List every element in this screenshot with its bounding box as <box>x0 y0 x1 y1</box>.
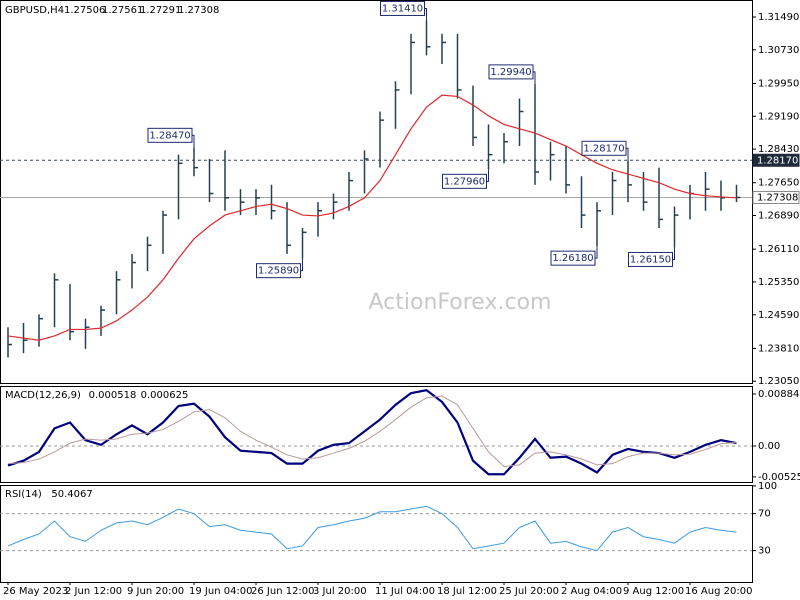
annotation-label: 1.26150 <box>630 254 671 265</box>
y-tick-label: 0.00 <box>758 441 780 452</box>
annotation-label: 1.28470 <box>149 130 190 141</box>
x-tick-label: 16 Aug 20:00 <box>685 586 752 597</box>
y-tick-label: 1.26110 <box>758 244 799 255</box>
ohlc-value: 1.27506 <box>64 5 105 16</box>
x-tick-label: 25 Jul 20:00 <box>499 586 559 597</box>
y-tick-label: 1.31490 <box>758 12 799 23</box>
annotation-box <box>628 251 673 267</box>
level-label: 1.28170 <box>757 155 798 166</box>
panel-frame <box>0 485 753 583</box>
x-tick-label: 19 Jun 04:00 <box>189 586 253 597</box>
level-label: 1.27308 <box>757 192 798 203</box>
annotation-box <box>442 173 487 189</box>
level-tag <box>752 190 800 204</box>
symbol-title: GBPUSD,H4 <box>5 5 64 16</box>
y-tick-label: 1.29190 <box>758 111 799 122</box>
y-tick-label: 1.27650 <box>758 178 799 189</box>
x-tick-label: 2 Jun 12:00 <box>65 586 122 597</box>
annotation-label: 1.31410 <box>382 3 423 14</box>
ohlc-value: 1.27308 <box>178 5 219 16</box>
indicator-line <box>7 505 737 552</box>
y-tick-label: 1.23810 <box>758 343 799 354</box>
indicator-line <box>7 389 737 476</box>
annotation-label: 1.28170 <box>583 143 624 154</box>
x-tick-label: 2 Aug 04:00 <box>561 586 622 597</box>
watermark: ActionForex.com <box>369 290 552 315</box>
y-tick-label: 70 <box>758 509 771 520</box>
y-tick-label: 1.23050 <box>758 376 799 387</box>
y-tick-label: 1.24590 <box>758 310 799 321</box>
ohlc-value: 1.27561 <box>102 5 143 16</box>
y-tick-label: 30 <box>758 546 771 557</box>
y-tick-label: 100 <box>758 481 777 492</box>
annotation-box <box>581 140 627 156</box>
x-tick-label: 3 Jul 20:00 <box>313 586 367 597</box>
indicator-value: 50.4067 <box>51 489 92 500</box>
annotation-box <box>380 0 425 16</box>
indicator-title: RSI(14) <box>5 489 42 500</box>
y-tick-label: 1.29950 <box>758 78 799 89</box>
x-tick-label: 9 Jun 20:00 <box>127 586 184 597</box>
x-tick-label: 26 May 2023 <box>3 586 68 597</box>
y-tick-label: 0.008846 <box>758 389 800 400</box>
level-tag <box>752 153 800 167</box>
indicator-value: 0.000518 <box>89 390 137 401</box>
ohlc-value: 1.27291 <box>140 5 181 16</box>
x-tick-label: 11 Jul 04:00 <box>375 586 435 597</box>
annotation-label: 1.26180 <box>552 253 593 264</box>
y-tick-label: 1.25350 <box>758 277 799 288</box>
indicator-title: MACD(12,26,9) <box>5 390 81 401</box>
annotation-box <box>550 250 596 266</box>
y-tick-label: 1.26890 <box>758 211 799 222</box>
x-tick-label: 18 Jul 12:00 <box>437 586 497 597</box>
annotation-label: 1.29940 <box>490 67 531 78</box>
annotation-box <box>488 64 534 80</box>
indicator-value: 0.000625 <box>141 390 189 401</box>
indicator-line <box>7 395 737 468</box>
annotation-label: 1.27960 <box>444 176 485 187</box>
y-tick-label: 1.28430 <box>758 144 799 155</box>
moving-average <box>7 94 737 341</box>
y-tick-label: 1.30730 <box>758 45 799 56</box>
annotation-box <box>147 127 193 143</box>
y-tick-label: -0.005252 <box>758 472 800 483</box>
x-tick-label: 26 Jun 12:00 <box>251 586 315 597</box>
panel-frame <box>0 386 753 483</box>
annotation-box <box>256 263 301 279</box>
x-tick-label: 9 Aug 12:00 <box>623 586 684 597</box>
annotation-label: 1.25890 <box>258 266 299 277</box>
